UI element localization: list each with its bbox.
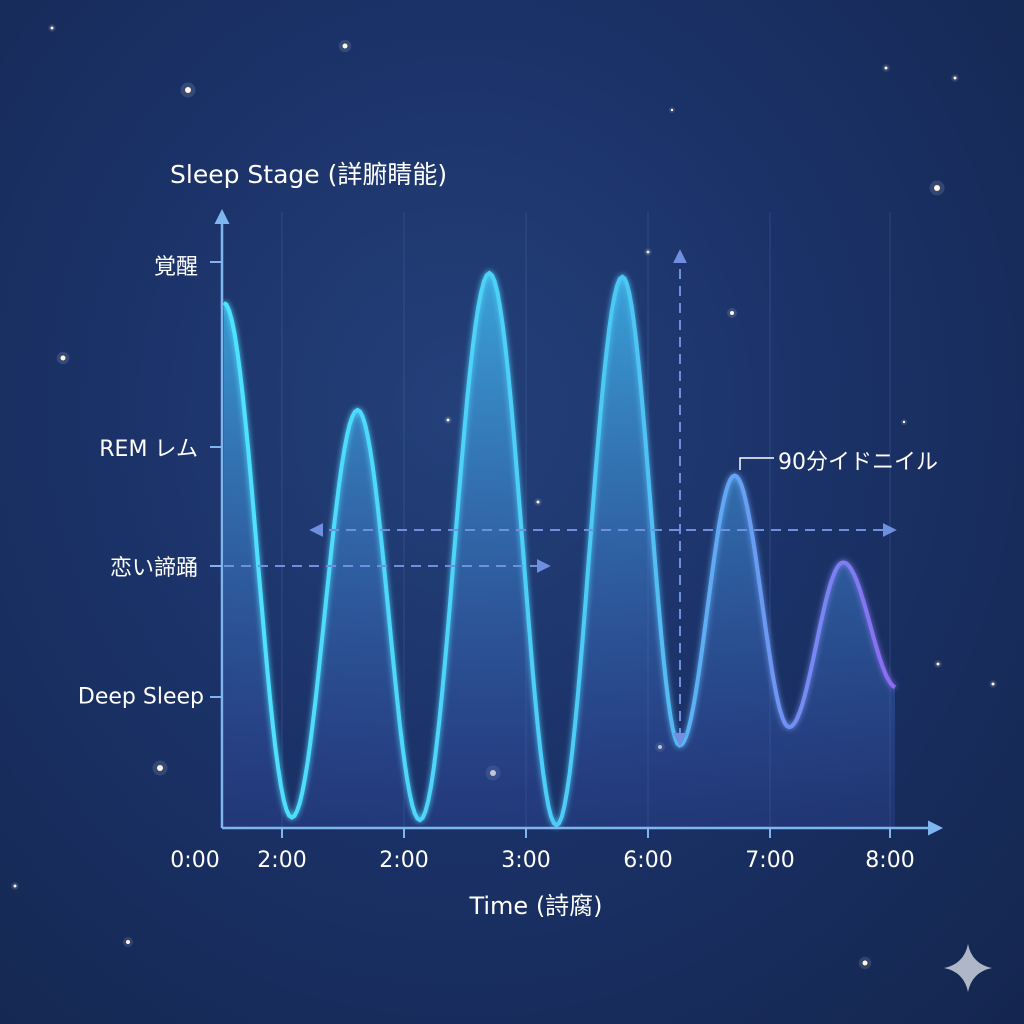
x-tick-label: 7:00	[745, 848, 795, 873]
y-tick-label-light: 恋い諦踊	[109, 556, 198, 581]
star	[185, 87, 191, 93]
star	[50, 26, 54, 30]
star	[342, 43, 348, 49]
x-axis-title: Time (詩腐)	[469, 892, 603, 920]
x-tick-label: 8:00	[865, 848, 915, 873]
star	[884, 66, 888, 70]
star	[646, 250, 650, 254]
annotation-bracket	[739, 457, 774, 470]
y-tick-label-deep: Deep Sleep	[77, 684, 204, 710]
y-tick-label-rem: REM レム	[99, 437, 198, 462]
star	[536, 500, 540, 504]
star	[902, 420, 906, 424]
star	[862, 960, 868, 966]
y-axis-title: Sleep Stage (詳腑睛能)	[170, 160, 448, 189]
star	[13, 884, 17, 888]
star	[157, 765, 163, 771]
sparkle-icon	[944, 944, 992, 992]
x-tick-label: 6:00	[623, 848, 673, 873]
star	[126, 940, 130, 944]
y-tick-label-awake: 覚醒	[153, 255, 198, 280]
x-tick-label: 2:00	[379, 848, 429, 873]
x-tick-label: 0:00	[170, 848, 220, 873]
x-tick-label: 2:00	[257, 848, 307, 873]
star	[953, 76, 957, 80]
annotation-label: 90分イドニイル	[778, 450, 938, 475]
star	[730, 311, 734, 315]
star	[936, 662, 940, 666]
star	[991, 682, 995, 686]
star	[670, 108, 674, 112]
x-tick-label: 3:00	[501, 848, 551, 873]
star	[60, 355, 66, 361]
sleep-area-fill	[223, 273, 896, 829]
sleep-stage-line	[222, 270, 897, 828]
star	[934, 185, 940, 191]
star	[446, 418, 450, 422]
axes	[214, 209, 943, 836]
tick-marks	[210, 261, 891, 838]
